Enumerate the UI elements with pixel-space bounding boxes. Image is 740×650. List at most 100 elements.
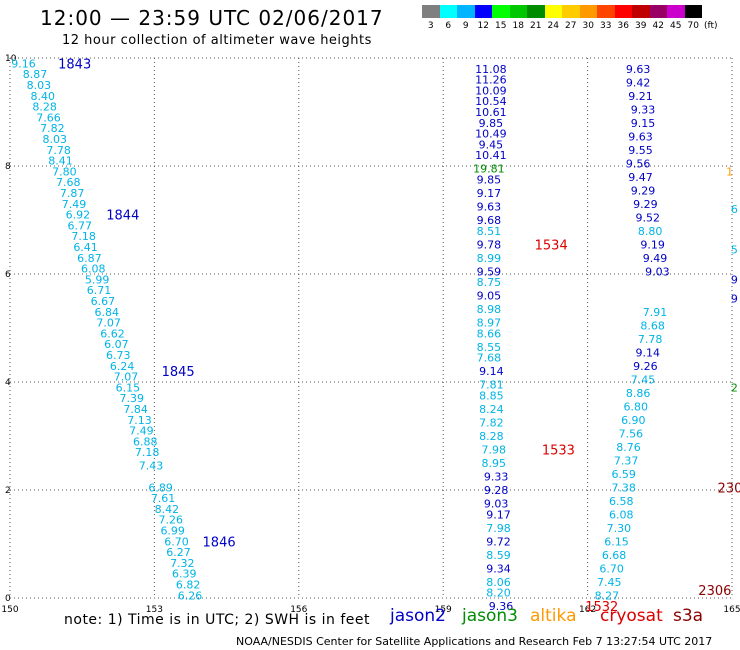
scale-swatch: [649, 5, 667, 18]
wave-height-label: 8.41: [48, 155, 73, 168]
wave-height-label: 6.24: [110, 360, 135, 373]
wave-height-label: 6.70: [164, 535, 189, 548]
wave-height-label: 7.18: [135, 446, 160, 459]
wave-height-label: 6: [731, 203, 738, 216]
wave-height-label: 8.27: [595, 589, 620, 602]
wave-height-label: 7.61: [151, 492, 176, 505]
wave-height-label: 9.72: [486, 535, 511, 548]
wave-height-label: 6.84: [94, 306, 119, 319]
wave-height-label: 9.29: [633, 198, 658, 211]
scale-label: 45: [670, 21, 682, 31]
wave-height-label: 9.14: [636, 346, 661, 359]
time-label: 1844: [106, 209, 139, 224]
wave-height-label: 8.03: [27, 79, 52, 92]
wave-height-label: 7.98: [486, 522, 511, 535]
x-tick-label: 162: [579, 605, 596, 615]
satellite-jason2: jason2: [390, 606, 446, 626]
wave-height-label: 10.09: [475, 84, 507, 97]
scale-swatch: [474, 5, 492, 18]
y-tick-label: 10: [5, 54, 17, 64]
wave-height-label: 7.45: [597, 576, 622, 589]
wave-height-label: 6.88: [133, 435, 158, 448]
wave-height-label: 8.75: [477, 276, 502, 289]
wave-height-label: 6.92: [66, 209, 91, 222]
wave-height-label: 7.66: [36, 111, 61, 124]
scale-swatch: [562, 5, 580, 18]
wave-height-label: 19.81: [473, 163, 505, 176]
wave-height-label: 7.81: [479, 379, 504, 392]
wave-height-label: 8.85: [479, 390, 504, 403]
scale-swatch: [527, 5, 545, 18]
wave-height-label: 6.59: [611, 468, 636, 481]
wave-height-label: 6.70: [599, 562, 624, 575]
time-label: 2306: [698, 584, 731, 599]
color-scale-legend: 3 6 9 12 15 18 21 24 27 30 33 36 39 42 45 70 (ft): [422, 5, 718, 31]
scale-bin-45: 45: [667, 5, 685, 31]
wave-height-label: 6.08: [81, 263, 106, 276]
wave-height-label: 7.38: [611, 481, 636, 494]
chart-subtitle: 12 hour collection of altimeter wave hei…: [62, 33, 372, 48]
wave-height-label: 7.32: [170, 557, 195, 570]
wave-height-label: 6.73: [106, 349, 131, 362]
satellite-altika: altika: [530, 606, 577, 626]
wave-height-label: 8.42: [155, 503, 180, 516]
scale-swatch: [439, 5, 457, 18]
scale-bin-6: 6: [439, 5, 457, 31]
wave-height-label: 8.66: [477, 327, 502, 340]
wave-height-label: 9.59: [477, 265, 502, 278]
satellite-cryosat: cryosat: [600, 606, 663, 626]
wave-height-label: 7.18: [71, 230, 96, 243]
wave-height-label: 8.03: [43, 133, 68, 146]
wave-height-label: 6.27: [166, 546, 191, 559]
wave-height-label: 9.47: [628, 171, 653, 184]
wave-height-label: 6.67: [91, 295, 116, 308]
wave-height-label: 6.90: [621, 414, 646, 427]
wave-height-label: 7.87: [60, 187, 85, 200]
wave-height-label: 10.54: [475, 95, 507, 108]
wave-height-label: 7.98: [481, 444, 506, 457]
wave-height-label: 9.21: [628, 90, 653, 103]
time-label: 1532: [585, 600, 618, 615]
wave-height-label: 5: [731, 244, 738, 257]
wave-height-label: 8.95: [481, 457, 506, 470]
scale-label: 6: [445, 21, 452, 31]
wave-height-label: 7.26: [159, 514, 184, 527]
wave-height-label: 9.49: [643, 252, 668, 265]
x-tick-label: 150: [1, 605, 18, 615]
scale-bin-24: 24: [544, 5, 562, 31]
scale-label: 27: [565, 21, 577, 31]
scale-swatch: [632, 5, 650, 18]
scale-label: 70: [687, 21, 699, 31]
scale-label: 9: [462, 21, 469, 31]
wave-height-label: 6.87: [77, 252, 102, 265]
x-tick-label: 165: [723, 605, 740, 615]
wave-height-label: 7.56: [619, 427, 644, 440]
scale-unit: (ft): [704, 21, 718, 31]
scale-bin-21: 21: [527, 5, 545, 31]
wave-height-label: 7.80: [52, 165, 77, 178]
wave-height-label: 9.33: [631, 103, 656, 116]
wave-height-label: 8.68: [640, 319, 665, 332]
y-tick-label: 8: [5, 162, 11, 172]
wave-height-label: 7.49: [62, 198, 87, 211]
scale-bin-33: 33: [597, 5, 615, 31]
time-label: 1533: [542, 444, 575, 459]
footer-credit: NOAA/NESDIS Center for Satellite Applica…: [236, 635, 713, 648]
wave-height-label: 6.08: [609, 508, 634, 521]
scale-swatch: [509, 5, 527, 18]
wave-height-label: 9.63: [477, 201, 502, 214]
wave-height-label: 8.97: [477, 317, 502, 330]
wave-height-label: 6.41: [73, 241, 98, 254]
wave-height-label: 9.63: [628, 130, 653, 143]
wave-height-label: 9.19: [640, 238, 665, 251]
scale-bin-15: 15: [492, 5, 510, 31]
scale-label: 24: [547, 21, 559, 31]
wave-height-label: 7.45: [631, 373, 656, 386]
scale-bin-30: 30: [579, 5, 597, 31]
wave-height-label: 6.77: [68, 219, 93, 232]
y-tick-label: 6: [5, 270, 11, 280]
wave-height-label: 9.68: [477, 214, 502, 227]
wave-height-label: 8.80: [638, 225, 663, 238]
wave-height-label: 10.41: [475, 149, 507, 162]
units-note: note: 1) Time is in UTC; 2) SWH is in fe…: [64, 612, 371, 628]
